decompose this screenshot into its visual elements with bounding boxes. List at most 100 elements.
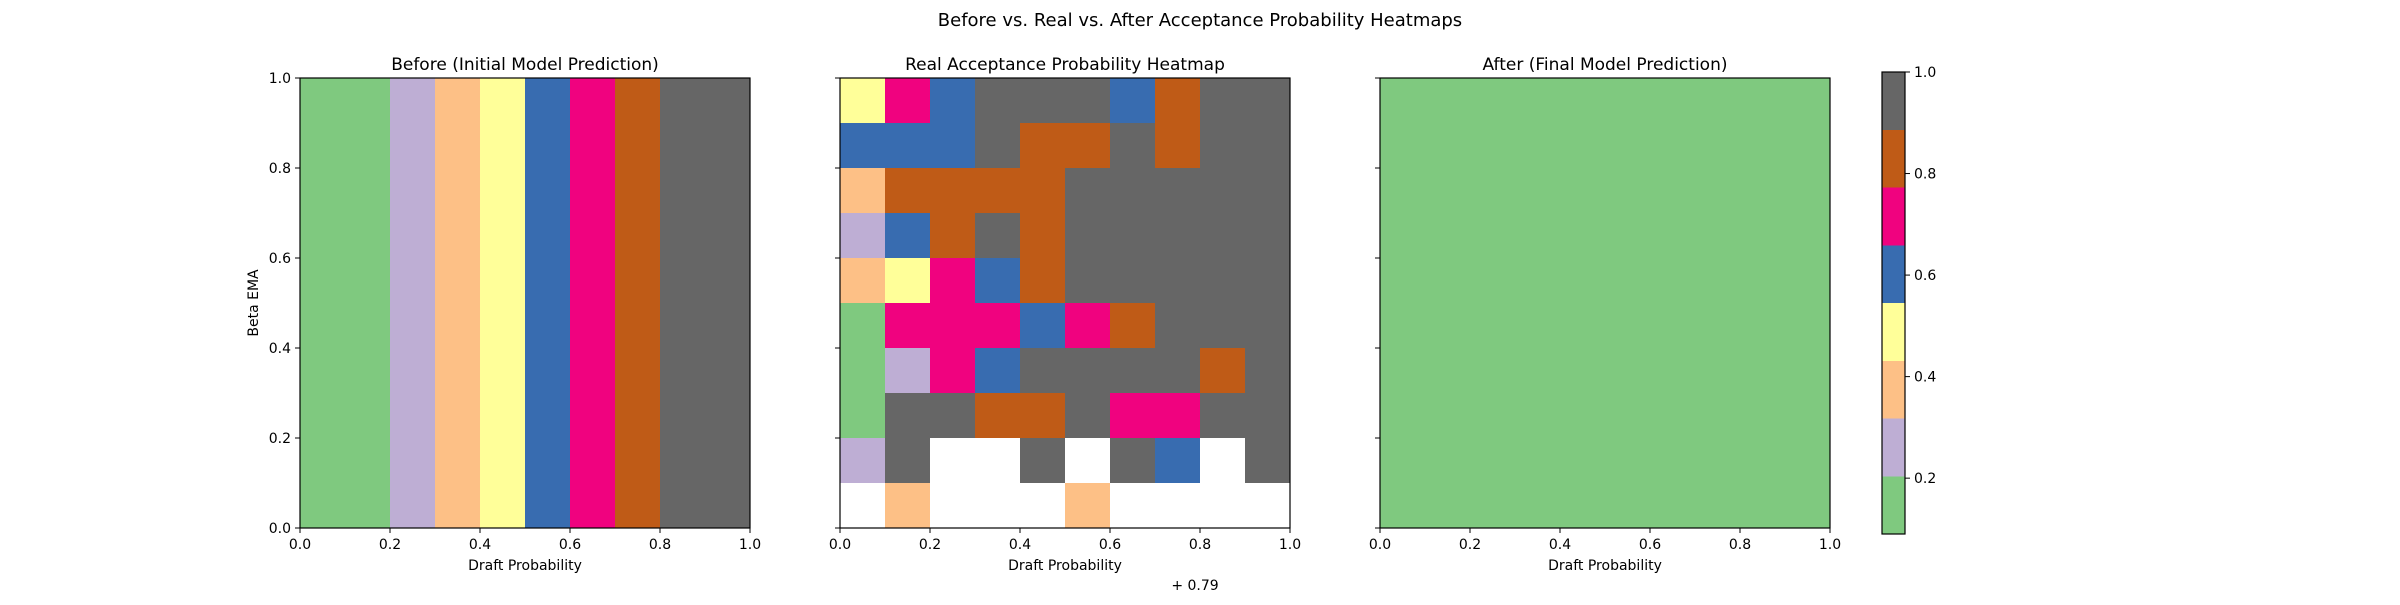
panel-3: After (Final Model Prediction) 0.0 0.2 0.4 0… <box>1369 55 1841 574</box>
y-tick-label: 0.0 <box>269 521 291 537</box>
heatmap-cell <box>1155 168 1200 213</box>
panel-title: Before (Initial Model Prediction) <box>391 55 659 75</box>
heatmap-cell <box>840 168 885 213</box>
heatmap-cell <box>885 483 930 528</box>
heatmap-cell <box>1020 123 1065 168</box>
heatmap-cell <box>885 78 930 123</box>
x-tick-label: 0.2 <box>379 537 401 553</box>
heatmap-cell <box>1155 303 1200 348</box>
heatmap-cell <box>840 438 885 483</box>
heatmap-cell <box>1200 168 1245 213</box>
heatmap-cell <box>1155 123 1200 168</box>
heatmap-cell <box>975 303 1020 348</box>
heatmap-cell <box>1245 393 1290 438</box>
colorbar-segment <box>1882 187 1905 246</box>
heatmap-cell <box>1110 438 1155 483</box>
heatmap-cell <box>1020 258 1065 303</box>
x-axis-label: Draft Probability <box>1548 558 1662 574</box>
x-tick-label: 1.0 <box>1819 537 1841 553</box>
y-tick-label: 0.4 <box>269 341 291 357</box>
heatmap-cell <box>1020 348 1065 393</box>
colorbar: 0.2 0.4 0.6 0.8 1.0 <box>1881 65 1936 535</box>
y-tick-label: 1.0 <box>269 71 291 87</box>
heatmap-cell <box>1245 168 1290 213</box>
heatmap-cell <box>930 348 975 393</box>
x-tick-label: 0.6 <box>559 537 581 553</box>
colorbar-segment <box>1882 418 1905 477</box>
heatmap-cell <box>1065 303 1110 348</box>
heatmap-cell <box>1110 213 1155 258</box>
heatmap-cell <box>1200 78 1245 123</box>
panel-title: After (Final Model Prediction) <box>1483 55 1728 75</box>
heatmap-band <box>660 78 750 528</box>
colorbar-frame <box>1881 71 1906 535</box>
colorbar-tick-label: 1.0 <box>1914 65 1936 81</box>
heatmap-cell <box>1020 78 1065 123</box>
heatmap-cell <box>930 78 975 123</box>
colorbar-segment <box>1882 360 1905 419</box>
heatmap-cell <box>840 213 885 258</box>
x-tick-label: 1.0 <box>739 537 761 553</box>
heatmap-cell <box>1200 213 1245 258</box>
heatmap-cell <box>885 168 930 213</box>
heatmap-cell <box>1065 393 1110 438</box>
colorbar-segment <box>1882 129 1905 188</box>
heatmap-cell <box>885 213 930 258</box>
heatmap-cell <box>1020 168 1065 213</box>
heatmap-cell <box>1065 483 1110 528</box>
heatmap-cell <box>1110 123 1155 168</box>
y-tick-label: 0.8 <box>269 161 291 177</box>
colorbar-tick-label: 0.4 <box>1914 370 1936 386</box>
heatmap-cell <box>1020 213 1065 258</box>
heatmap-cell <box>1245 213 1290 258</box>
heatmap-cell <box>930 393 975 438</box>
heatmap-cell <box>1020 438 1065 483</box>
heatmap-cell <box>975 78 1020 123</box>
heatmap-cell <box>1065 78 1110 123</box>
heatmap-cell <box>1110 168 1155 213</box>
heatmap-cells <box>1380 78 1830 528</box>
heatmap-cell <box>975 213 1020 258</box>
heatmap-cell <box>1200 258 1245 303</box>
colorbar-segment <box>1882 303 1905 361</box>
heatmap-cell <box>1155 78 1200 123</box>
heatmap-cell <box>930 168 975 213</box>
panels-group: Before (Initial Model Prediction) 0.0 0.2 0… <box>246 55 1841 594</box>
y-tick-label: 0.6 <box>269 251 291 267</box>
heatmap-cell <box>1380 78 1830 528</box>
heatmap-band <box>480 78 525 528</box>
heatmap-cell <box>885 258 930 303</box>
y-tick-label: 0.2 <box>269 431 291 447</box>
heatmap-cell <box>885 438 930 483</box>
heatmap-cell <box>840 303 885 348</box>
heatmap-band <box>300 78 390 528</box>
heatmap-cell <box>1245 348 1290 393</box>
heatmap-cell <box>1155 393 1200 438</box>
heatmap-cell <box>1110 393 1155 438</box>
heatmap-cell <box>1200 303 1245 348</box>
heatmap-cell <box>1155 348 1200 393</box>
x-axis-label: Draft Probability <box>1008 558 1122 574</box>
heatmap-band <box>390 78 435 528</box>
colorbar-tick-label: 0.2 <box>1914 471 1936 487</box>
heatmap-cell <box>885 303 930 348</box>
heatmap-band <box>615 78 660 528</box>
x-tick-label: 0.8 <box>649 537 671 553</box>
heatmap-cell <box>975 393 1020 438</box>
x-tick-label: 0.8 <box>1189 537 1211 553</box>
heatmap-cell <box>930 213 975 258</box>
x-tick-label: 0.2 <box>1459 537 1481 553</box>
panel-2: Real Acceptance Probability Heatmap 0.0 0.… <box>829 55 1301 594</box>
heatmap-cell <box>1110 303 1155 348</box>
heatmap-cell <box>1200 393 1245 438</box>
x-tick-label: 0.2 <box>919 537 941 553</box>
heatmap-cell <box>1200 348 1245 393</box>
heatmap-cell <box>840 123 885 168</box>
x-tick-label: 0.0 <box>829 537 851 553</box>
heatmap-cell <box>975 123 1020 168</box>
colorbar-segments <box>1882 72 1905 534</box>
colorbar-segment <box>1882 72 1905 130</box>
heatmap-cells <box>300 78 750 528</box>
heatmap-cell <box>840 348 885 393</box>
